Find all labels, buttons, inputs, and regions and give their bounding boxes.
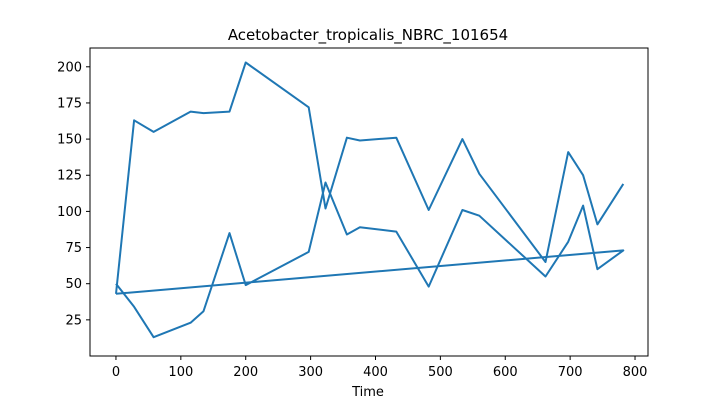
x-tick-label: 200 [233,365,258,380]
series-line-1 [115,181,625,339]
y-tick-label: 25 [65,313,82,328]
chart-title: Acetobacter_tropicalis_NBRC_101654 [228,26,508,45]
plot-frame [89,47,649,357]
x-axis-ticks: 0 100 200 300 400 500 600 700 800 [112,356,648,380]
y-axis-ticks: 25 50 75 100 125 150 175 200 [57,60,90,328]
y-tick-label: 200 [57,60,82,75]
x-tick-label: 300 [298,365,323,380]
x-tick-label: 800 [623,365,648,380]
y-tick-label: 50 [65,277,82,292]
y-tick-label: 150 [57,133,82,148]
y-tick-label: 125 [57,169,82,184]
y-tick-label: 175 [57,96,82,111]
x-tick-label: 100 [168,365,193,380]
x-tick-label: 0 [112,365,120,380]
x-tick-label: 500 [428,365,453,380]
plot-lines [115,61,625,339]
x-tick-label: 400 [363,365,388,380]
x-tick-label: 600 [493,365,518,380]
series-line-2 [115,61,625,294]
x-tick-label: 700 [558,365,583,380]
y-tick-label: 75 [65,241,82,256]
x-axis-label: Time [351,385,384,400]
y-tick-label: 100 [57,205,82,220]
